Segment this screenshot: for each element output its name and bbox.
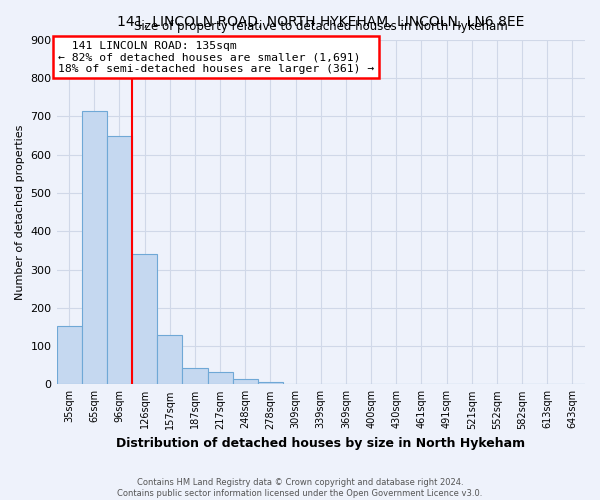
Bar	[233, 379, 258, 384]
Title: 141, LINCOLN ROAD, NORTH HYKEHAM, LINCOLN, LN6 8EE: 141, LINCOLN ROAD, NORTH HYKEHAM, LINCOL…	[117, 15, 524, 29]
Bar	[132, 254, 157, 384]
Bar	[258, 382, 283, 384]
Text: Contains HM Land Registry data © Crown copyright and database right 2024.
Contai: Contains HM Land Registry data © Crown c…	[118, 478, 482, 498]
X-axis label: Distribution of detached houses by size in North Hykeham: Distribution of detached houses by size …	[116, 437, 526, 450]
Bar	[82, 110, 107, 384]
Bar	[182, 368, 208, 384]
Text: 141 LINCOLN ROAD: 135sqm
← 82% of detached houses are smaller (1,691)
18% of sem: 141 LINCOLN ROAD: 135sqm ← 82% of detach…	[58, 40, 374, 74]
Bar	[208, 372, 233, 384]
Y-axis label: Number of detached properties: Number of detached properties	[15, 124, 25, 300]
Bar	[157, 334, 182, 384]
Bar	[56, 326, 82, 384]
Text: Size of property relative to detached houses in North Hykeham: Size of property relative to detached ho…	[134, 20, 508, 33]
Bar	[107, 136, 132, 384]
